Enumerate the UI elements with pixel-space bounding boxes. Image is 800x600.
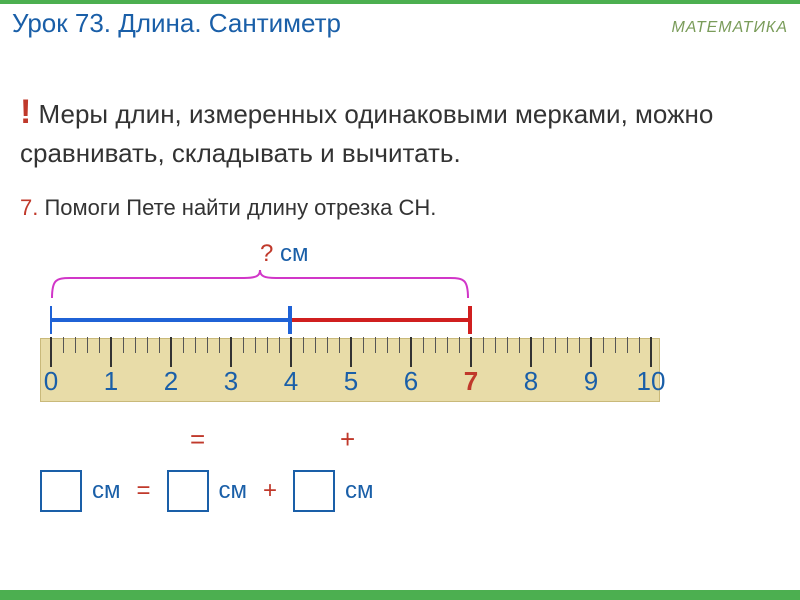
tick-minor — [603, 337, 604, 353]
tick-minor — [447, 337, 448, 353]
ruler-number: 6 — [404, 366, 418, 397]
tick-minor — [579, 337, 580, 353]
tick-minor — [363, 337, 364, 353]
tick-minor — [567, 337, 568, 353]
subject-label: МАТЕМАТИКА — [671, 19, 788, 37]
tick-minor — [279, 337, 280, 353]
tick-major — [410, 337, 412, 367]
statement-text: Меры длин, измеренных одинаковыми меркам… — [20, 99, 713, 168]
tick-major — [350, 337, 352, 367]
tick-major — [590, 337, 592, 367]
tick-minor — [339, 337, 340, 353]
tick-minor — [435, 337, 436, 353]
tick-major — [230, 337, 232, 367]
tick-minor — [183, 337, 184, 353]
tick-major — [50, 337, 52, 367]
ruler-number: 3 — [224, 366, 238, 397]
cm-label-2: см — [219, 477, 248, 505]
tick-major — [470, 337, 472, 367]
lesson-title: Урок 73. Длина. Сантиметр — [12, 8, 341, 39]
tick-minor — [195, 337, 196, 353]
question-mark: ? — [260, 240, 273, 267]
equation-plus: + — [257, 477, 283, 505]
ruler-number: 8 — [524, 366, 538, 397]
ruler-number: 4 — [284, 366, 298, 397]
tick-major — [170, 337, 172, 367]
tick-minor — [423, 337, 424, 353]
segment-lines — [50, 302, 650, 338]
ruler-number: 9 — [584, 366, 598, 397]
tick-minor — [63, 337, 64, 353]
equation-row: см = см + см — [40, 470, 374, 512]
ruler-number: 5 — [344, 366, 358, 397]
tick-minor — [627, 337, 628, 353]
tick-minor — [555, 337, 556, 353]
ruler: 012345678910 — [40, 338, 660, 402]
tick-minor — [327, 337, 328, 353]
task: 7. Помоги Пете найти длину отрезка СН. — [20, 195, 436, 221]
curly-brace — [50, 270, 470, 300]
tick-minor — [483, 337, 484, 353]
tick-minor — [315, 337, 316, 353]
tick-minor — [267, 337, 268, 353]
answer-box-3[interactable] — [293, 470, 335, 512]
tick-minor — [387, 337, 388, 353]
tick-minor — [147, 337, 148, 353]
tick-minor — [87, 337, 88, 353]
header: Урок 73. Длина. Сантиметр МАТЕМАТИКА — [12, 8, 788, 39]
tick-minor — [495, 337, 496, 353]
ruler-number: 7 — [464, 366, 478, 397]
tick-minor — [159, 337, 160, 353]
tick-minor — [99, 337, 100, 353]
tick-minor — [519, 337, 520, 353]
tick-minor — [303, 337, 304, 353]
ruler-number: 2 — [164, 366, 178, 397]
tick-minor — [399, 337, 400, 353]
tick-minor — [543, 337, 544, 353]
tick-minor — [75, 337, 76, 353]
tick-minor — [123, 337, 124, 353]
equation-eq: = — [131, 477, 157, 505]
tick-major — [110, 337, 112, 367]
exclamation-mark: ! — [20, 93, 31, 131]
ruler-number: 0 — [44, 366, 58, 397]
ruler-number: 1 — [104, 366, 118, 397]
answer-box-1[interactable] — [40, 470, 82, 512]
tick-minor — [207, 337, 208, 353]
bottom-accent-bar — [0, 590, 800, 600]
top-accent-bar — [0, 0, 800, 4]
task-text: Помоги Пете найти длину отрезка СН. — [38, 195, 436, 220]
tick-minor — [243, 337, 244, 353]
tick-minor — [219, 337, 220, 353]
equals-sign: = — [190, 424, 205, 455]
ruler-number: 10 — [637, 366, 666, 397]
tick-minor — [615, 337, 616, 353]
cm-label-3: см — [345, 477, 374, 505]
tick-minor — [375, 337, 376, 353]
tick-major — [530, 337, 532, 367]
question-cm-label: ? см — [260, 240, 309, 268]
plus-sign: + — [340, 424, 355, 455]
task-number: 7. — [20, 195, 38, 220]
tick-major — [290, 337, 292, 367]
tick-minor — [639, 337, 640, 353]
tick-minor — [459, 337, 460, 353]
tick-minor — [255, 337, 256, 353]
tick-minor — [507, 337, 508, 353]
cm-label-1: см — [92, 477, 121, 505]
tick-minor — [135, 337, 136, 353]
statement: ! Меры длин, измеренных одинаковыми мерк… — [20, 90, 780, 171]
tick-major — [650, 337, 652, 367]
cm-unit: см — [273, 240, 308, 267]
answer-box-2[interactable] — [167, 470, 209, 512]
